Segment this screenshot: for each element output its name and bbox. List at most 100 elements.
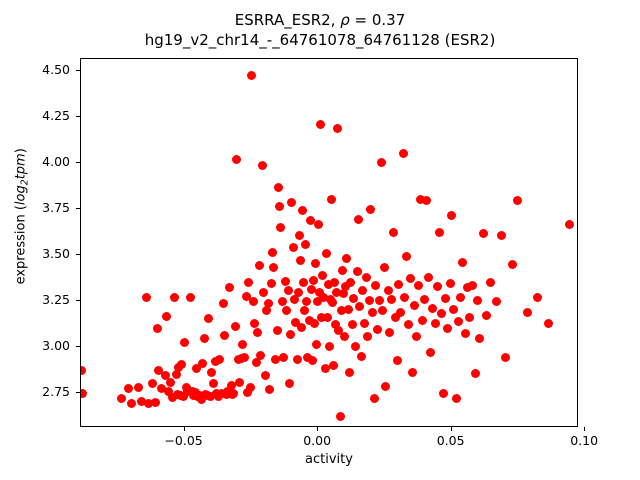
scatter-point (307, 355, 317, 365)
scatter-plot-area (81, 59, 577, 426)
scatter-point (406, 273, 415, 283)
scatter-point (204, 313, 214, 323)
scatter-point (192, 364, 202, 374)
scatter-point (316, 119, 326, 129)
scatter-point (329, 360, 339, 370)
y-tick (76, 299, 80, 301)
scatter-point (230, 321, 240, 331)
scatter-point (133, 383, 143, 393)
scatter-point (335, 412, 345, 422)
scatter-point (235, 377, 245, 387)
scatter-point (250, 319, 260, 329)
scatter-point (249, 297, 258, 307)
scatter-point (319, 293, 329, 303)
scatter-point (208, 379, 218, 389)
scatter-point (418, 315, 428, 325)
x-tick-label: 0.00 (303, 433, 332, 448)
title-gene-pair: ESRRA_ESR2, (234, 11, 341, 29)
scatter-point (371, 281, 381, 291)
scatter-point (388, 228, 398, 238)
scatter-point (295, 255, 305, 265)
y-tick (76, 70, 80, 72)
scatter-point (297, 322, 307, 332)
scatter-point (277, 297, 287, 307)
x-tick (584, 427, 586, 431)
ylabel-tpm: tpm (13, 153, 29, 180)
y-tick-label: 2.75 (42, 383, 70, 399)
scatter-point (512, 195, 522, 205)
scatter-point (361, 273, 371, 283)
scatter-point (345, 368, 355, 378)
scatter-point (392, 355, 402, 365)
scatter-point (355, 302, 365, 312)
scatter-point (241, 292, 251, 302)
scatter-point (342, 253, 352, 263)
scatter-point (478, 229, 488, 239)
scatter-point (269, 263, 279, 273)
scatter-point (369, 394, 379, 404)
scatter-point (257, 161, 267, 171)
scatter-point (347, 319, 357, 329)
scatter-point (238, 339, 248, 349)
scatter-point (205, 392, 215, 402)
scatter-point (123, 383, 133, 393)
scatter-point (244, 277, 254, 287)
scatter-point (323, 279, 333, 289)
scatter-point (282, 306, 292, 316)
scatter-point (454, 317, 464, 327)
scatter-point (273, 183, 283, 193)
scatter-point (150, 397, 160, 407)
x-axis-label: activity (305, 452, 353, 467)
scatter-point (81, 365, 86, 375)
scatter-point (337, 266, 347, 276)
scatter-point (207, 368, 217, 378)
scatter-point (396, 308, 406, 318)
scatter-point (199, 334, 209, 344)
scatter-point (403, 320, 413, 330)
scatter-point (310, 259, 320, 269)
y-tick-label: 3.00 (42, 337, 70, 353)
scatter-point (301, 240, 311, 250)
scatter-point (171, 370, 181, 380)
scatter-point (304, 316, 314, 326)
scatter-point (481, 311, 491, 321)
plot-axes (80, 58, 578, 427)
scatter-point (381, 381, 391, 391)
y-tick (76, 253, 80, 255)
scatter-point (451, 394, 461, 404)
scatter-point (320, 363, 330, 373)
scatter-point (143, 398, 153, 408)
scatter-point (372, 325, 382, 335)
scatter-point (385, 327, 395, 337)
scatter-point (458, 257, 468, 267)
scatter-point (308, 276, 318, 286)
scatter-point (439, 388, 449, 398)
x-tick (183, 427, 185, 431)
scatter-point (394, 279, 404, 289)
y-tick (76, 391, 80, 393)
scatter-point (126, 398, 136, 408)
scatter-point (428, 304, 438, 314)
scatter-point (305, 216, 315, 226)
chart-title: ESRRA_ESR2, ρ = 0.37 hg19_v2_chr14_-_647… (0, 10, 640, 50)
scatter-point (336, 305, 346, 315)
scatter-point (322, 312, 332, 322)
scatter-point (147, 378, 157, 388)
ylabel-suffix: ) (13, 148, 29, 154)
scatter-point (456, 293, 466, 303)
scatter-point (426, 348, 436, 358)
x-tick (317, 427, 319, 431)
scatter-point (313, 296, 323, 306)
scatter-point (265, 385, 275, 395)
scatter-point (260, 371, 270, 381)
scatter-point (226, 381, 236, 391)
scatter-point (465, 313, 475, 323)
scatter-point (331, 320, 341, 330)
scatter-point (416, 195, 426, 205)
scatter-point (164, 387, 174, 397)
scatter-point (215, 355, 225, 365)
scatter-point (287, 198, 297, 208)
scatter-point (160, 371, 170, 381)
scatter-point (291, 318, 301, 328)
